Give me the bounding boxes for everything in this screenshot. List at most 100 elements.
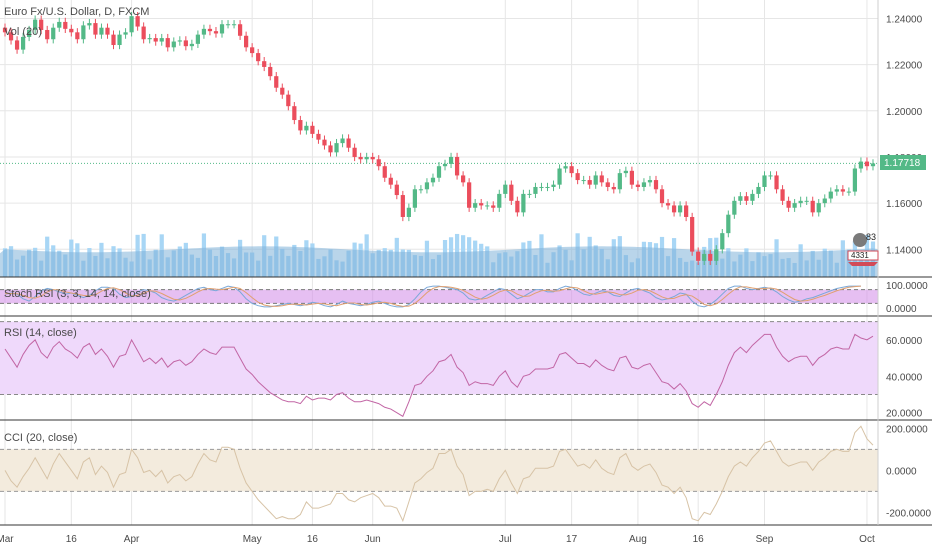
candle-body[interactable] (298, 120, 303, 131)
candle-body[interactable] (671, 205, 677, 213)
candle-body[interactable] (334, 143, 339, 153)
candle-body[interactable] (81, 25, 86, 40)
candle-body[interactable] (726, 214, 731, 234)
candle-body[interactable] (834, 189, 839, 192)
candle-body[interactable] (641, 182, 647, 187)
candle-body[interactable] (2, 27, 8, 33)
candle-body[interactable] (563, 166, 568, 169)
candle-body[interactable] (870, 163, 876, 167)
candle-body[interactable] (623, 170, 628, 174)
candle-body[interactable] (768, 175, 773, 177)
candle-body[interactable] (352, 147, 357, 157)
candle-body[interactable] (533, 186, 538, 194)
candle-body[interactable] (346, 138, 351, 148)
candle-body[interactable] (424, 182, 430, 190)
candle-body[interactable] (659, 189, 665, 204)
candle-body[interactable] (756, 186, 761, 194)
candle-body[interactable] (744, 196, 749, 201)
candle-body[interactable] (328, 145, 333, 153)
candle-body[interactable] (557, 168, 562, 185)
candle-body[interactable] (617, 173, 622, 190)
candle-body[interactable] (201, 28, 207, 35)
candle-body[interactable] (846, 191, 851, 193)
candle-body[interactable] (376, 159, 381, 167)
candle-body[interactable] (250, 47, 255, 54)
candle-body[interactable] (587, 180, 592, 185)
candle-body[interactable] (111, 34, 116, 46)
candle-body[interactable] (177, 40, 182, 42)
candle-body[interactable] (467, 182, 472, 208)
candle-body[interactable] (473, 203, 478, 208)
candle-body[interactable] (515, 200, 520, 213)
candle-body[interactable] (798, 200, 803, 204)
candle-body[interactable] (388, 177, 393, 185)
candle-body[interactable] (575, 173, 580, 181)
candle-body[interactable] (653, 180, 659, 190)
candle-body[interactable] (14, 40, 20, 50)
candle-body[interactable] (340, 138, 345, 144)
candle-body[interactable] (141, 26, 146, 40)
candle-body[interactable] (539, 186, 544, 188)
candle-body[interactable] (213, 31, 219, 34)
candle-body[interactable] (780, 189, 785, 201)
candle-body[interactable] (503, 184, 508, 194)
candle-body[interactable] (99, 27, 104, 35)
candle-body[interactable] (479, 203, 484, 206)
volume-marker[interactable]: 83 4331 (847, 232, 879, 266)
candle-body[interactable] (491, 205, 496, 208)
candle-body[interactable] (581, 180, 586, 182)
candle-body[interactable] (358, 156, 363, 160)
candle-body[interactable] (87, 23, 92, 26)
candle-body[interactable] (400, 195, 405, 217)
candle-body[interactable] (195, 34, 201, 44)
candle-body[interactable] (256, 53, 261, 62)
candle-body[interactable] (370, 156, 375, 160)
candle-body[interactable] (804, 200, 809, 202)
candle-body[interactable] (599, 175, 604, 183)
candle-body[interactable] (708, 253, 713, 261)
candle-body[interactable] (436, 166, 442, 178)
candle-body[interactable] (551, 184, 556, 187)
candle-body[interactable] (165, 38, 170, 48)
candle-body[interactable] (364, 156, 369, 160)
candle-body[interactable] (690, 216, 695, 252)
candle-body[interactable] (454, 156, 460, 176)
candle-body[interactable] (262, 61, 267, 67)
candle-body[interactable] (684, 205, 689, 217)
candle-body[interactable] (816, 203, 821, 213)
candle-body[interactable] (394, 184, 399, 196)
candle-body[interactable] (714, 249, 719, 261)
candle-body[interactable] (20, 36, 26, 50)
candle-body[interactable] (57, 21, 62, 28)
candle-body[interactable] (75, 32, 80, 40)
candle-body[interactable] (129, 16, 134, 33)
candle-body[interactable] (27, 30, 32, 37)
candle-body[interactable] (569, 166, 574, 174)
candle-body[interactable] (461, 175, 466, 183)
candle-body[interactable] (448, 156, 454, 164)
candle-body[interactable] (629, 170, 634, 185)
cci-pane[interactable] (0, 425, 878, 523)
candle-body[interactable] (786, 200, 791, 208)
candle-body[interactable] (135, 16, 140, 27)
candle-body[interactable] (497, 193, 502, 208)
candle-body[interactable] (442, 163, 448, 167)
candle-body[interactable] (147, 38, 152, 40)
candle-body[interactable] (39, 19, 44, 31)
candle-body[interactable] (382, 166, 387, 178)
candle-body[interactable] (822, 198, 827, 204)
price-pane[interactable] (0, 12, 878, 277)
candle-body[interactable] (123, 32, 128, 35)
candle-body[interactable] (720, 233, 725, 250)
candle-body[interactable] (852, 168, 858, 192)
candle-body[interactable] (171, 41, 176, 48)
candle-body[interactable] (828, 191, 833, 199)
rsi-pane[interactable] (0, 321, 878, 418)
candle-body[interactable] (412, 189, 417, 208)
candle-body[interactable] (159, 38, 164, 42)
candle-body[interactable] (63, 21, 68, 29)
candle-body[interactable] (696, 251, 701, 261)
candle-body[interactable] (732, 200, 737, 215)
candle-body[interactable] (268, 66, 273, 77)
candle-body[interactable] (647, 180, 653, 183)
